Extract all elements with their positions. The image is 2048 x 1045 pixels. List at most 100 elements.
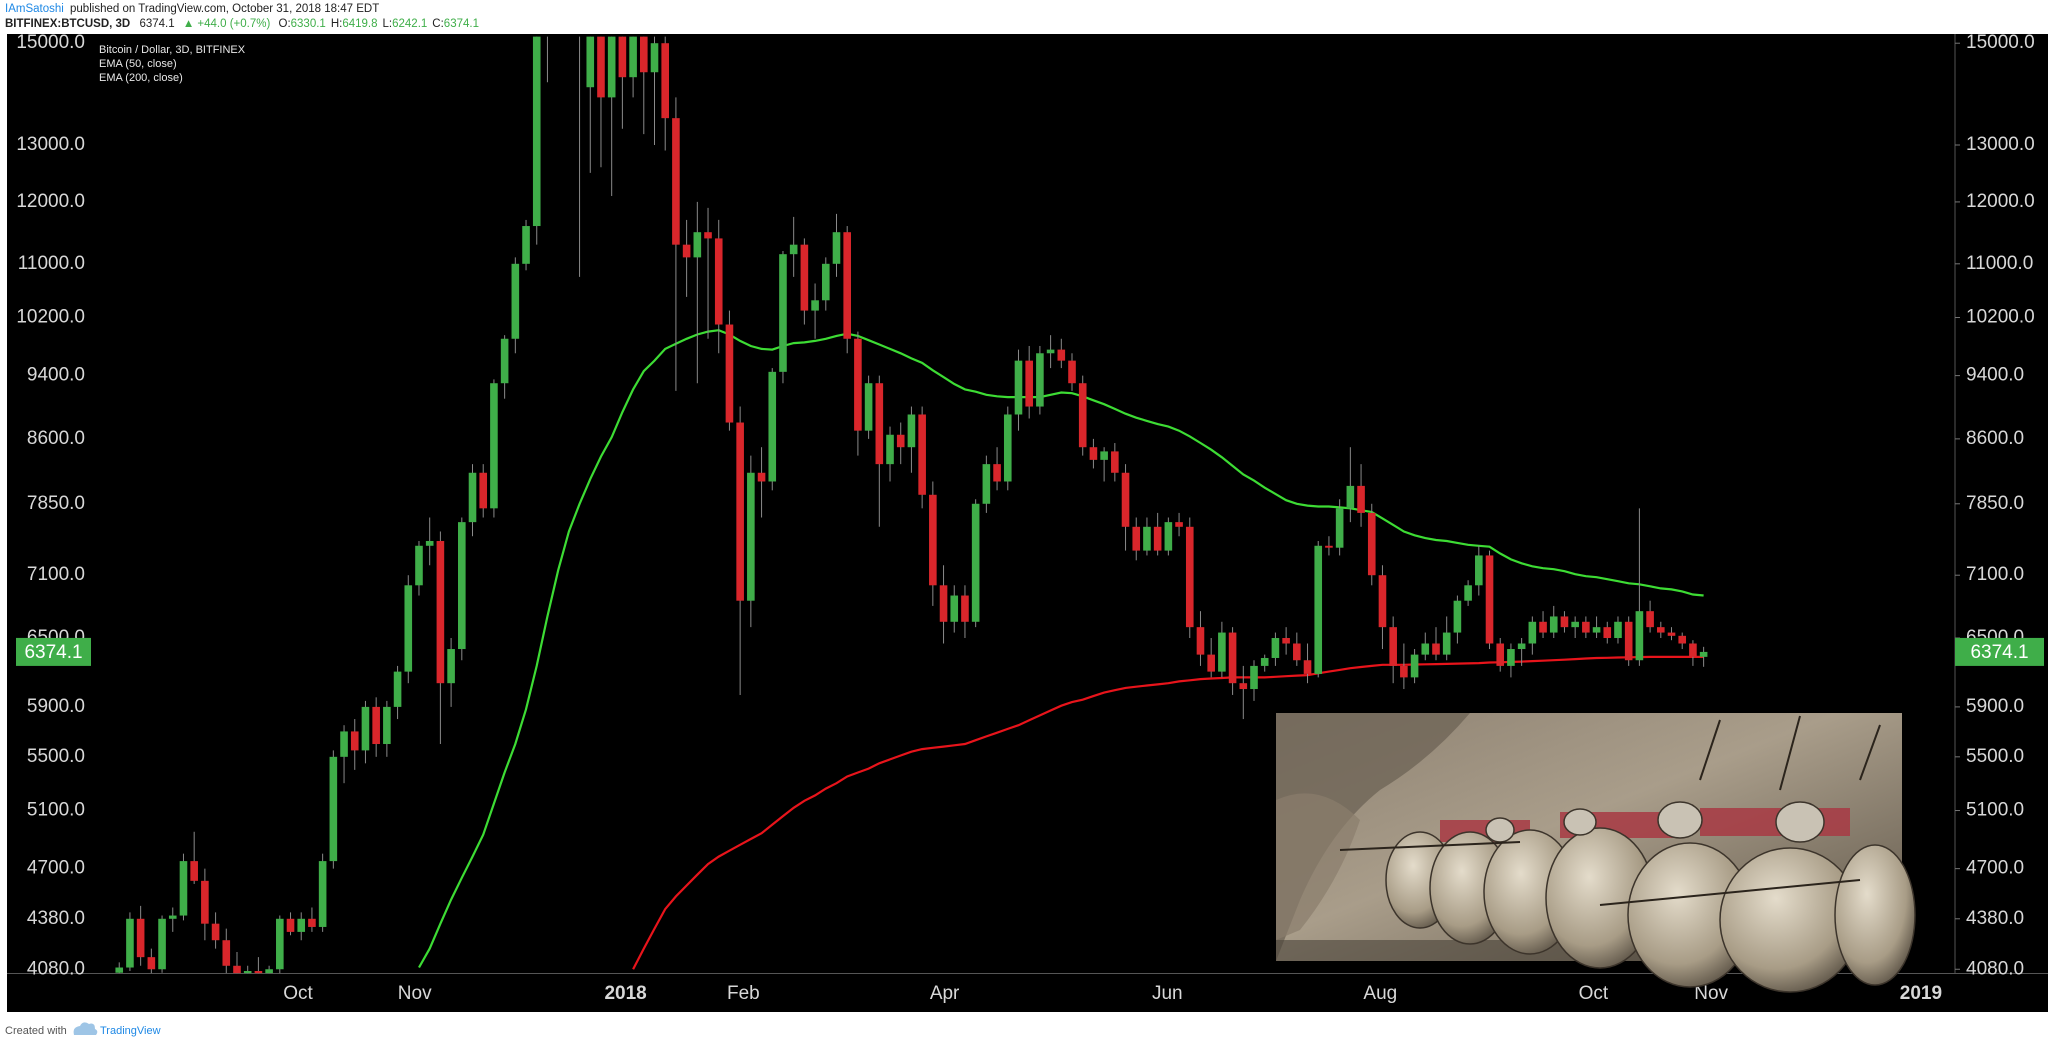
candle-body bbox=[950, 595, 959, 622]
candle-body bbox=[233, 965, 241, 974]
candle-body bbox=[1282, 638, 1290, 644]
candle-body bbox=[1539, 621, 1547, 633]
candle-body bbox=[1699, 651, 1708, 657]
candle-body bbox=[672, 118, 680, 245]
x-tick-label: Oct bbox=[283, 983, 313, 1004]
candle-body bbox=[1421, 643, 1430, 655]
candle-body bbox=[832, 232, 841, 264]
candle-body bbox=[1132, 526, 1141, 551]
candle-body bbox=[1475, 555, 1483, 586]
candle-body bbox=[222, 940, 231, 966]
candle-body bbox=[1260, 657, 1269, 666]
y-tick-label: 7850.0 bbox=[27, 493, 85, 514]
candle-body bbox=[115, 967, 124, 973]
ohlc-label: H: bbox=[331, 18, 343, 30]
candle-body bbox=[629, 36, 637, 78]
axes: 4080.0 4080.0 4380.0 4380.0 4700.0 4700.0 5100… bbox=[16, 32, 2034, 1004]
y-tick-label: 10200.0 bbox=[16, 307, 85, 328]
x-tick-label: Feb bbox=[727, 983, 760, 1004]
published-text: published on TradingView.com, October 31… bbox=[70, 3, 379, 15]
y-tick-label: 4380.0 bbox=[27, 908, 85, 929]
y-tick-label: 7100.0 bbox=[27, 564, 85, 585]
candle-body bbox=[1549, 616, 1558, 633]
candle-body bbox=[993, 464, 1001, 482]
y-tick-label: 11000.0 bbox=[1966, 253, 2033, 274]
x-tick-label: Aug bbox=[1363, 983, 1397, 1004]
author[interactable]: IAmSatoshi bbox=[5, 3, 64, 15]
candle-body bbox=[1357, 485, 1365, 513]
candle-body bbox=[886, 434, 894, 465]
legend-entry: EMA (200, close) bbox=[99, 72, 183, 84]
y-tick-label: 5500.0 bbox=[1966, 746, 2024, 767]
y-tick-label: 8600.0 bbox=[27, 428, 85, 449]
candle-body bbox=[393, 671, 402, 707]
candle-body bbox=[329, 756, 338, 862]
candle-body bbox=[586, 36, 595, 88]
candle-body bbox=[340, 731, 348, 757]
y-tick-label: 5900.0 bbox=[27, 696, 85, 717]
candle-body bbox=[1335, 508, 1344, 548]
x-tick-label: Nov bbox=[1694, 983, 1728, 1004]
candle-body bbox=[843, 232, 851, 339]
y-tick-label: 10200.0 bbox=[1966, 307, 2035, 328]
y-tick-label: 13000.0 bbox=[16, 134, 85, 155]
y-tick-label: 4080.0 bbox=[27, 958, 85, 979]
y-tick-label: 5100.0 bbox=[27, 800, 85, 821]
price: 6374.1 bbox=[139, 18, 174, 30]
candle-body bbox=[704, 232, 712, 239]
candle-body bbox=[1367, 512, 1376, 576]
footer-brand[interactable]: TradingView bbox=[100, 1025, 161, 1037]
candle-body bbox=[1507, 649, 1515, 666]
legend-entry: EMA (50, close) bbox=[99, 58, 177, 70]
candle-body bbox=[425, 540, 434, 546]
candle-body bbox=[1678, 635, 1687, 644]
candle-body bbox=[597, 36, 605, 98]
candle-body bbox=[1603, 627, 1612, 639]
candle-body bbox=[190, 861, 198, 881]
candle-body bbox=[490, 383, 498, 509]
candle-body bbox=[243, 970, 252, 974]
candle-body bbox=[1378, 575, 1387, 628]
candle-body bbox=[1143, 526, 1151, 551]
y-tick-label: 15000.0 bbox=[16, 32, 85, 53]
y-tick-label: 9400.0 bbox=[1966, 365, 2024, 386]
candle-body bbox=[1571, 621, 1579, 628]
candle-body bbox=[1121, 472, 1130, 527]
x-tick-label: 2019 bbox=[1900, 983, 1942, 1004]
ohlc-value: 6330.1 bbox=[291, 18, 326, 30]
y-tick-label: 5500.0 bbox=[27, 746, 85, 767]
y-tick-label: 7100.0 bbox=[1966, 564, 2024, 585]
x-tick-label: Jun bbox=[1152, 983, 1183, 1004]
candle-body bbox=[383, 706, 391, 745]
candle-body bbox=[361, 706, 370, 751]
candle-body bbox=[618, 36, 627, 78]
y-tick-label: 5100.0 bbox=[1966, 800, 2024, 821]
candle-body bbox=[1646, 611, 1654, 628]
candle-body bbox=[1046, 349, 1055, 354]
candle-body bbox=[436, 540, 445, 684]
candle-body bbox=[864, 383, 873, 431]
candle-body bbox=[576, 0, 584, 34]
candle-body bbox=[1025, 360, 1033, 407]
y-tick-label: 13000.0 bbox=[1966, 134, 2035, 155]
candle-body bbox=[532, 36, 541, 227]
candle-body bbox=[1389, 627, 1397, 666]
last-price-tag bbox=[16, 637, 91, 666]
ema-line bbox=[632, 655, 1704, 970]
candle-body bbox=[1218, 632, 1226, 672]
candle-body bbox=[650, 43, 659, 73]
y-tick-label: 7850.0 bbox=[1966, 493, 2024, 514]
last-price-label: 6374.1 bbox=[24, 642, 82, 663]
candle-body bbox=[1314, 545, 1323, 674]
candle-body bbox=[286, 918, 295, 932]
tradingview-logo bbox=[73, 1022, 98, 1035]
legend-title: Bitcoin / Dollar, 3D, BITFINEX bbox=[99, 44, 246, 56]
candle-body bbox=[854, 338, 862, 431]
candle-body bbox=[211, 923, 220, 941]
candle-body bbox=[757, 472, 766, 482]
candle-body bbox=[372, 706, 380, 745]
candle-body bbox=[1400, 665, 1408, 678]
candle-body bbox=[1175, 522, 1183, 527]
candle-body bbox=[511, 263, 520, 339]
